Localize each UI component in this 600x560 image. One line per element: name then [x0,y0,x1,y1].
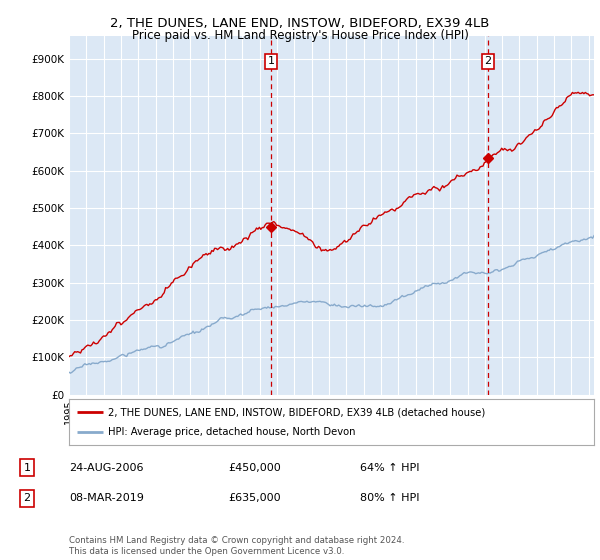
Text: Price paid vs. HM Land Registry's House Price Index (HPI): Price paid vs. HM Land Registry's House … [131,29,469,42]
Text: 2, THE DUNES, LANE END, INSTOW, BIDEFORD, EX39 4LB: 2, THE DUNES, LANE END, INSTOW, BIDEFORD… [110,17,490,30]
Text: 64% ↑ HPI: 64% ↑ HPI [360,463,419,473]
Text: 08-MAR-2019: 08-MAR-2019 [69,493,144,503]
Text: 2: 2 [484,57,491,67]
Text: 80% ↑ HPI: 80% ↑ HPI [360,493,419,503]
Text: Contains HM Land Registry data © Crown copyright and database right 2024.
This d: Contains HM Land Registry data © Crown c… [69,536,404,556]
Text: 1: 1 [23,463,31,473]
Text: 2, THE DUNES, LANE END, INSTOW, BIDEFORD, EX39 4LB (detached house): 2, THE DUNES, LANE END, INSTOW, BIDEFORD… [109,407,485,417]
Text: £635,000: £635,000 [228,493,281,503]
Text: HPI: Average price, detached house, North Devon: HPI: Average price, detached house, Nort… [109,427,356,437]
Text: 1: 1 [268,57,274,67]
Text: 2: 2 [23,493,31,503]
Text: £450,000: £450,000 [228,463,281,473]
Text: 24-AUG-2006: 24-AUG-2006 [69,463,143,473]
